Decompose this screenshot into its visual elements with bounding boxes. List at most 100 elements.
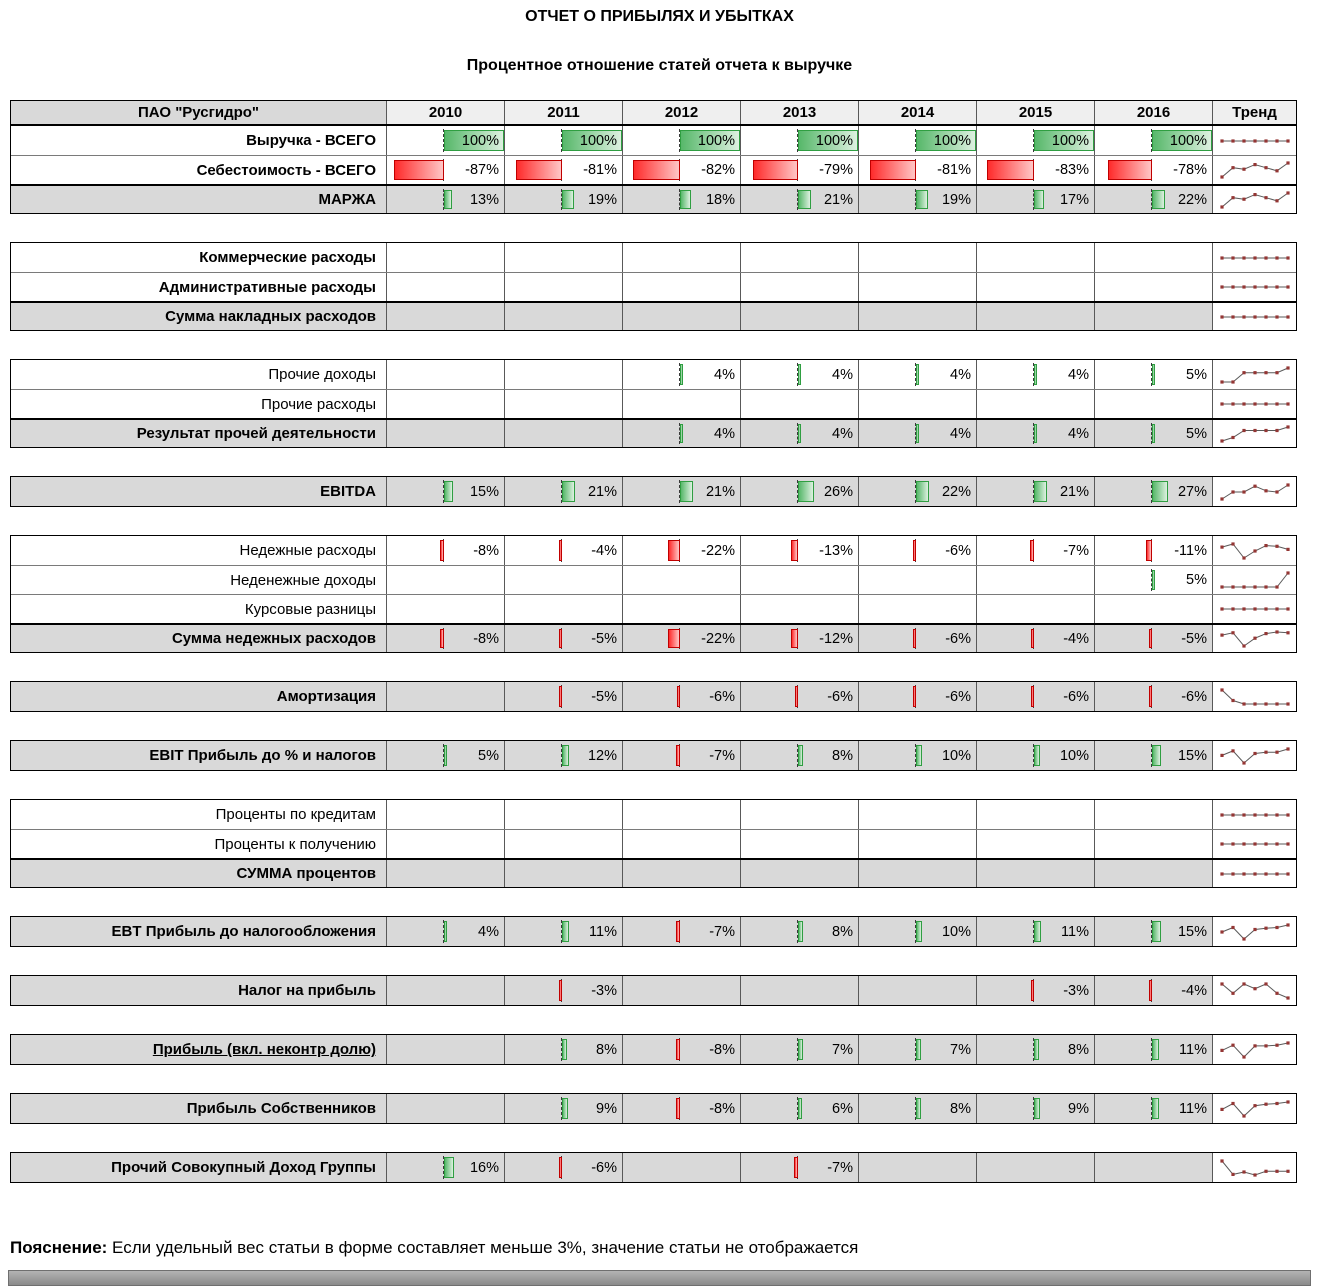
cell-value-text: 15%: [1177, 747, 1207, 764]
cell-value-text: 6%: [832, 1100, 853, 1117]
negative-databar: [912, 629, 917, 648]
positive-databar: [798, 130, 858, 151]
value-cell-2011: 11%: [504, 917, 622, 946]
cell-value-text: -5%: [1181, 630, 1207, 647]
table-row: СУММА процентов: [11, 858, 1296, 887]
value-cell-2013: [740, 595, 858, 623]
horizontal-scrollbar[interactable]: [8, 1270, 1311, 1286]
value-cell-2012: -8%: [622, 1035, 740, 1064]
table-section: Прибыль Собственников 9% -8% 6% 8% 9% 11%: [10, 1093, 1297, 1124]
databar-axis: [679, 480, 681, 503]
trend-cell: [1212, 830, 1296, 858]
value-cell-2011: [504, 360, 622, 389]
cell-value-text: 5%: [1186, 366, 1207, 383]
value-cell-2012: -8%: [622, 1094, 740, 1123]
footnote: Пояснение: Если удельный вес статьи в фо…: [10, 1238, 858, 1258]
value-cell-2013: 8%: [740, 741, 858, 770]
positive-databar: [916, 1039, 921, 1060]
table-section: Проценты по кредитам Проценты к получению…: [10, 799, 1297, 888]
value-cell-2014: 10%: [858, 917, 976, 946]
cell-value-text: 4%: [1068, 366, 1089, 383]
negative-databar: [559, 686, 563, 707]
cell-value-text: -8%: [473, 542, 499, 559]
value-cell-2013: 4%: [740, 360, 858, 389]
databar-axis: [561, 1038, 563, 1061]
cell-value-text: 26%: [823, 483, 853, 500]
value-cell-2015: -4%: [976, 625, 1094, 652]
value-cell-2011: [504, 390, 622, 418]
positive-databar: [680, 190, 692, 209]
value-cell-2015: 10%: [976, 741, 1094, 770]
trend-cell: [1212, 420, 1296, 447]
cell-value-text: -22%: [701, 630, 735, 647]
cell-value-text: -8%: [709, 1100, 735, 1117]
databar-axis: [561, 189, 563, 210]
positive-databar: [798, 481, 814, 502]
databar-axis: [915, 1097, 917, 1120]
databar-axis: [679, 189, 681, 210]
year-header-2012: 2012: [622, 101, 740, 124]
value-cell-2011: 8%: [504, 1035, 622, 1064]
report-title: ОТЧЕТ О ПРИБЫЛЯХ И УБЫТКАХ: [525, 8, 794, 25]
value-cell-2013: 21%: [740, 186, 858, 213]
negative-databar: [515, 160, 563, 180]
value-cell-2011: 9%: [504, 1094, 622, 1123]
cell-value-text: 11%: [1179, 1041, 1207, 1058]
table-row: Недежные расходы -8% -4% -22% -13% -6% -7% -11%: [11, 536, 1296, 565]
value-cell-2013: [740, 800, 858, 829]
positive-databar: [444, 921, 448, 942]
positive-databar: [916, 364, 920, 385]
row-label-cell: Недежные расходы: [239, 542, 376, 559]
value-cell-2013: 8%: [740, 917, 858, 946]
value-cell-2011: -81%: [504, 156, 622, 184]
databar-axis: [797, 129, 799, 152]
negative-databar: [439, 629, 445, 648]
value-cell-2010: [386, 595, 504, 623]
value-cell-2015: 8%: [976, 1035, 1094, 1064]
value-cell-2010: 100%: [386, 126, 504, 155]
value-cell-2010: [386, 800, 504, 829]
value-cell-2012: [622, 595, 740, 623]
positive-databar: [562, 1039, 568, 1060]
databar-axis: [1033, 480, 1035, 503]
value-cell-2012: [622, 566, 740, 594]
databar-axis: [1151, 189, 1153, 210]
value-cell-2015: 4%: [976, 420, 1094, 447]
cell-value-text: 4%: [714, 366, 735, 383]
value-cell-2015: [976, 860, 1094, 887]
cell-value-text: 17%: [1059, 191, 1089, 208]
value-cell-2010: [386, 303, 504, 330]
trend-cell: [1212, 860, 1296, 887]
cell-value-text: -7%: [709, 747, 735, 764]
cell-value-text: 19%: [587, 191, 617, 208]
cell-value-text: 10%: [1059, 747, 1089, 764]
negative-databar: [558, 1157, 563, 1178]
databar-axis: [443, 480, 445, 503]
table-row: Сумма накладных расходов: [11, 301, 1296, 330]
databar-axis: [915, 363, 917, 386]
databar-axis: [1033, 423, 1035, 444]
positive-databar: [1034, 745, 1041, 766]
value-cell-2012: [622, 243, 740, 272]
cell-value-text: 27%: [1177, 483, 1207, 500]
value-cell-2010: [386, 976, 504, 1005]
value-cell-2013: [740, 243, 858, 272]
cell-value-text: -4%: [1063, 630, 1089, 647]
value-cell-2012: 21%: [622, 477, 740, 506]
value-cell-2016: [1094, 860, 1212, 887]
trend-sparkline: [1219, 842, 1290, 846]
value-cell-2016: 15%: [1094, 741, 1212, 770]
positive-databar: [1034, 190, 1045, 209]
year-header-2015: 2015: [976, 101, 1094, 124]
value-cell-2011: -6%: [504, 1153, 622, 1182]
value-cell-2012: -7%: [622, 917, 740, 946]
trend-sparkline: [1219, 922, 1290, 941]
value-cell-2015: [976, 566, 1094, 594]
value-cell-2012: [622, 303, 740, 330]
value-cell-2010: 16%: [386, 1153, 504, 1182]
value-cell-2010: [386, 860, 504, 887]
trend-sparkline: [1219, 607, 1290, 611]
negative-databar: [676, 686, 681, 707]
positive-databar: [680, 424, 684, 443]
positive-databar: [444, 481, 454, 502]
